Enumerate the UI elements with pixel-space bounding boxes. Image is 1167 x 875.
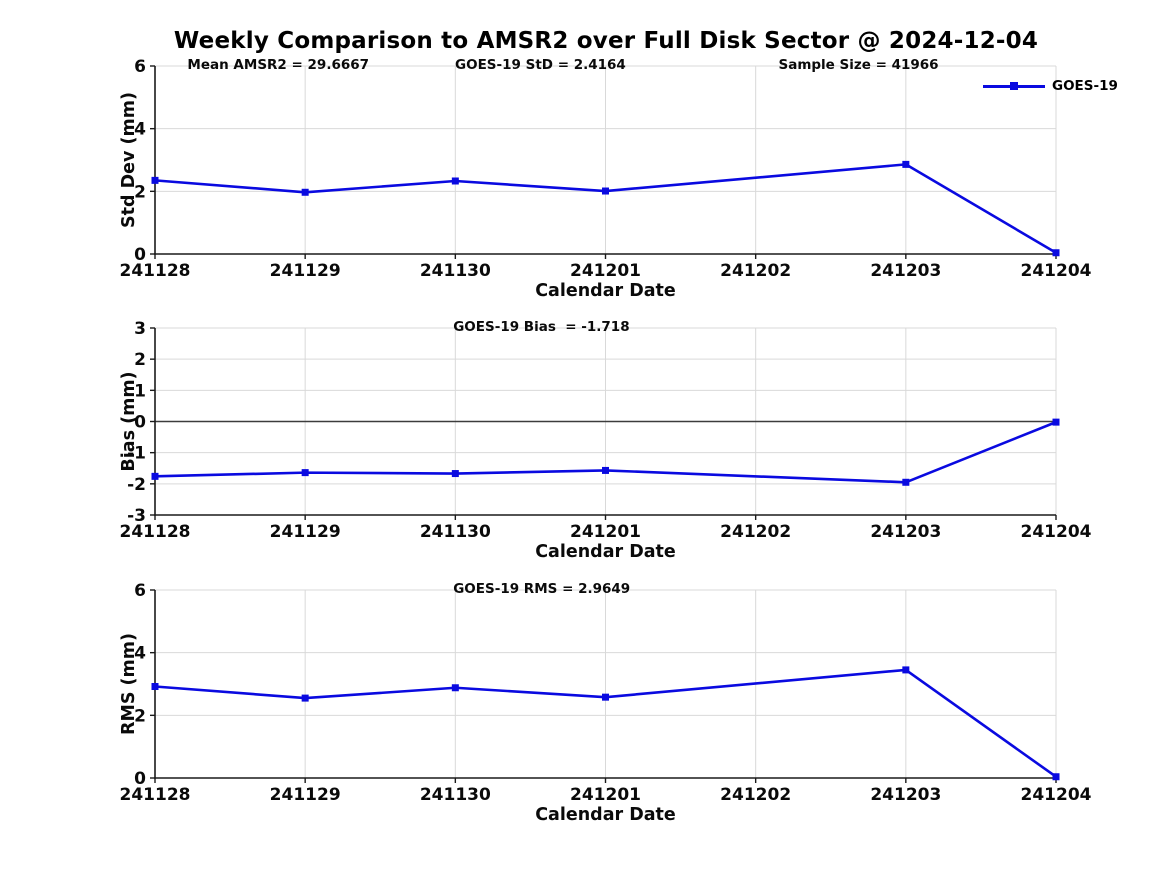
svg-text:-1: -1 bbox=[127, 444, 146, 464]
data-point-marker bbox=[602, 466, 609, 474]
legend-square-marker-icon bbox=[1010, 82, 1018, 90]
svg-text:241204: 241204 bbox=[1021, 261, 1092, 281]
svg-text:241204: 241204 bbox=[1021, 522, 1092, 542]
tick-marks bbox=[150, 327, 1057, 520]
data-point-marker bbox=[151, 683, 159, 691]
svg-text:241203: 241203 bbox=[870, 785, 941, 805]
y-axis-label: Bias (mm) bbox=[119, 371, 139, 471]
data-point-marker bbox=[1052, 249, 1060, 257]
svg-text:0: 0 bbox=[134, 769, 146, 789]
stat-annotation: Mean AMSR2 = 29.6667 bbox=[187, 57, 369, 73]
y-axis-label: Std Dev (mm) bbox=[119, 92, 139, 228]
svg-text:241130: 241130 bbox=[420, 522, 491, 542]
svg-text:241201: 241201 bbox=[570, 261, 641, 281]
stat-annotation: GOES-19 Bias = -1.718 bbox=[453, 319, 629, 335]
svg-text:-3: -3 bbox=[127, 506, 146, 526]
svg-text:4: 4 bbox=[134, 120, 146, 140]
series-goes-19 bbox=[151, 418, 1060, 486]
svg-text:241202: 241202 bbox=[720, 261, 791, 281]
legend-line-sample bbox=[983, 82, 1045, 90]
series-line bbox=[154, 668, 1057, 778]
y-tick-labels: 0 2 4 6 bbox=[134, 57, 146, 265]
data-point-marker bbox=[902, 160, 910, 168]
stat-annotation: Sample Size = 41966 bbox=[778, 57, 938, 73]
data-point-marker bbox=[151, 176, 159, 184]
data-point-marker bbox=[451, 684, 459, 692]
data-point-marker bbox=[902, 666, 910, 674]
y-tick-labels: 0 2 4 6 bbox=[134, 581, 146, 789]
x-tick-labels: 241128 241129 241130 241201 241202 241203 2412… bbox=[120, 522, 1092, 542]
svg-text:241201: 241201 bbox=[570, 785, 641, 805]
svg-text:241128: 241128 bbox=[120, 785, 191, 805]
x-axis-label: Calendar Date bbox=[535, 805, 676, 825]
subplot-2: 241128 241129 241130 241201 241202 241203 2412… bbox=[119, 319, 1092, 562]
grid bbox=[154, 589, 1057, 778]
svg-text:241129: 241129 bbox=[270, 785, 341, 805]
data-point-marker bbox=[301, 469, 309, 477]
y-tick-labels: -3 -2 -1 0 1 2 3 bbox=[127, 319, 146, 526]
svg-text:241202: 241202 bbox=[720, 522, 791, 542]
svg-text:241203: 241203 bbox=[870, 522, 941, 542]
data-point-marker bbox=[451, 177, 459, 185]
svg-text:241128: 241128 bbox=[120, 261, 191, 281]
data-point-marker bbox=[602, 693, 609, 701]
data-point-marker bbox=[1052, 773, 1060, 781]
svg-text:241204: 241204 bbox=[1021, 785, 1092, 805]
svg-text:241202: 241202 bbox=[720, 785, 791, 805]
x-tick-labels: 241128 241129 241130 241201 241202 241203 2412… bbox=[120, 261, 1092, 281]
stat-annotation: GOES-19 RMS = 2.9649 bbox=[453, 581, 630, 597]
svg-text:241129: 241129 bbox=[270, 522, 341, 542]
svg-text:241130: 241130 bbox=[420, 261, 491, 281]
y-axis-label: RMS (mm) bbox=[119, 633, 139, 735]
tick-marks bbox=[150, 65, 1057, 259]
data-point-marker bbox=[301, 188, 309, 196]
svg-text:2: 2 bbox=[134, 182, 146, 202]
data-point-marker bbox=[1052, 418, 1060, 426]
stat-annotation: GOES-19 StD = 2.4164 bbox=[455, 57, 626, 73]
grid bbox=[154, 65, 1057, 254]
data-point-marker bbox=[451, 470, 459, 478]
svg-text:-2: -2 bbox=[127, 475, 146, 495]
svg-text:2: 2 bbox=[134, 706, 146, 726]
subplot-1: 241128 241129 241130 241201 241202 241203 2412… bbox=[119, 57, 1092, 301]
tick-marks bbox=[150, 589, 1057, 783]
svg-text:241130: 241130 bbox=[420, 785, 491, 805]
svg-text:6: 6 bbox=[134, 57, 146, 77]
svg-text:0: 0 bbox=[134, 413, 146, 433]
series-goes-19 bbox=[151, 160, 1060, 257]
subplot-3: 241128 241129 241130 241201 241202 241203 2412… bbox=[119, 581, 1092, 825]
svg-text:241201: 241201 bbox=[570, 522, 641, 542]
svg-text:3: 3 bbox=[134, 319, 146, 339]
series-line bbox=[154, 420, 1057, 484]
chart-title: Weekly Comparison to AMSR2 over Full Dis… bbox=[173, 28, 1039, 54]
svg-text:1: 1 bbox=[134, 381, 146, 401]
legend: GOES-19 bbox=[983, 78, 1118, 94]
series-goes-19 bbox=[151, 666, 1060, 781]
x-tick-labels: 241128 241129 241130 241201 241202 241203 2412… bbox=[120, 785, 1092, 805]
x-axis-label: Calendar Date bbox=[535, 281, 676, 301]
legend-label: GOES-19 bbox=[1052, 78, 1118, 94]
svg-text:241128: 241128 bbox=[120, 522, 191, 542]
svg-text:4: 4 bbox=[134, 644, 146, 664]
data-point-marker bbox=[902, 478, 910, 486]
series-line bbox=[154, 163, 1057, 254]
data-point-marker bbox=[151, 472, 159, 480]
data-point-marker bbox=[301, 694, 309, 702]
x-axis-label: Calendar Date bbox=[535, 542, 676, 562]
svg-text:241129: 241129 bbox=[270, 261, 341, 281]
svg-text:241203: 241203 bbox=[870, 261, 941, 281]
data-point-marker bbox=[602, 187, 609, 195]
svg-text:2: 2 bbox=[134, 350, 146, 370]
svg-text:0: 0 bbox=[134, 245, 146, 265]
svg-text:6: 6 bbox=[134, 581, 146, 601]
